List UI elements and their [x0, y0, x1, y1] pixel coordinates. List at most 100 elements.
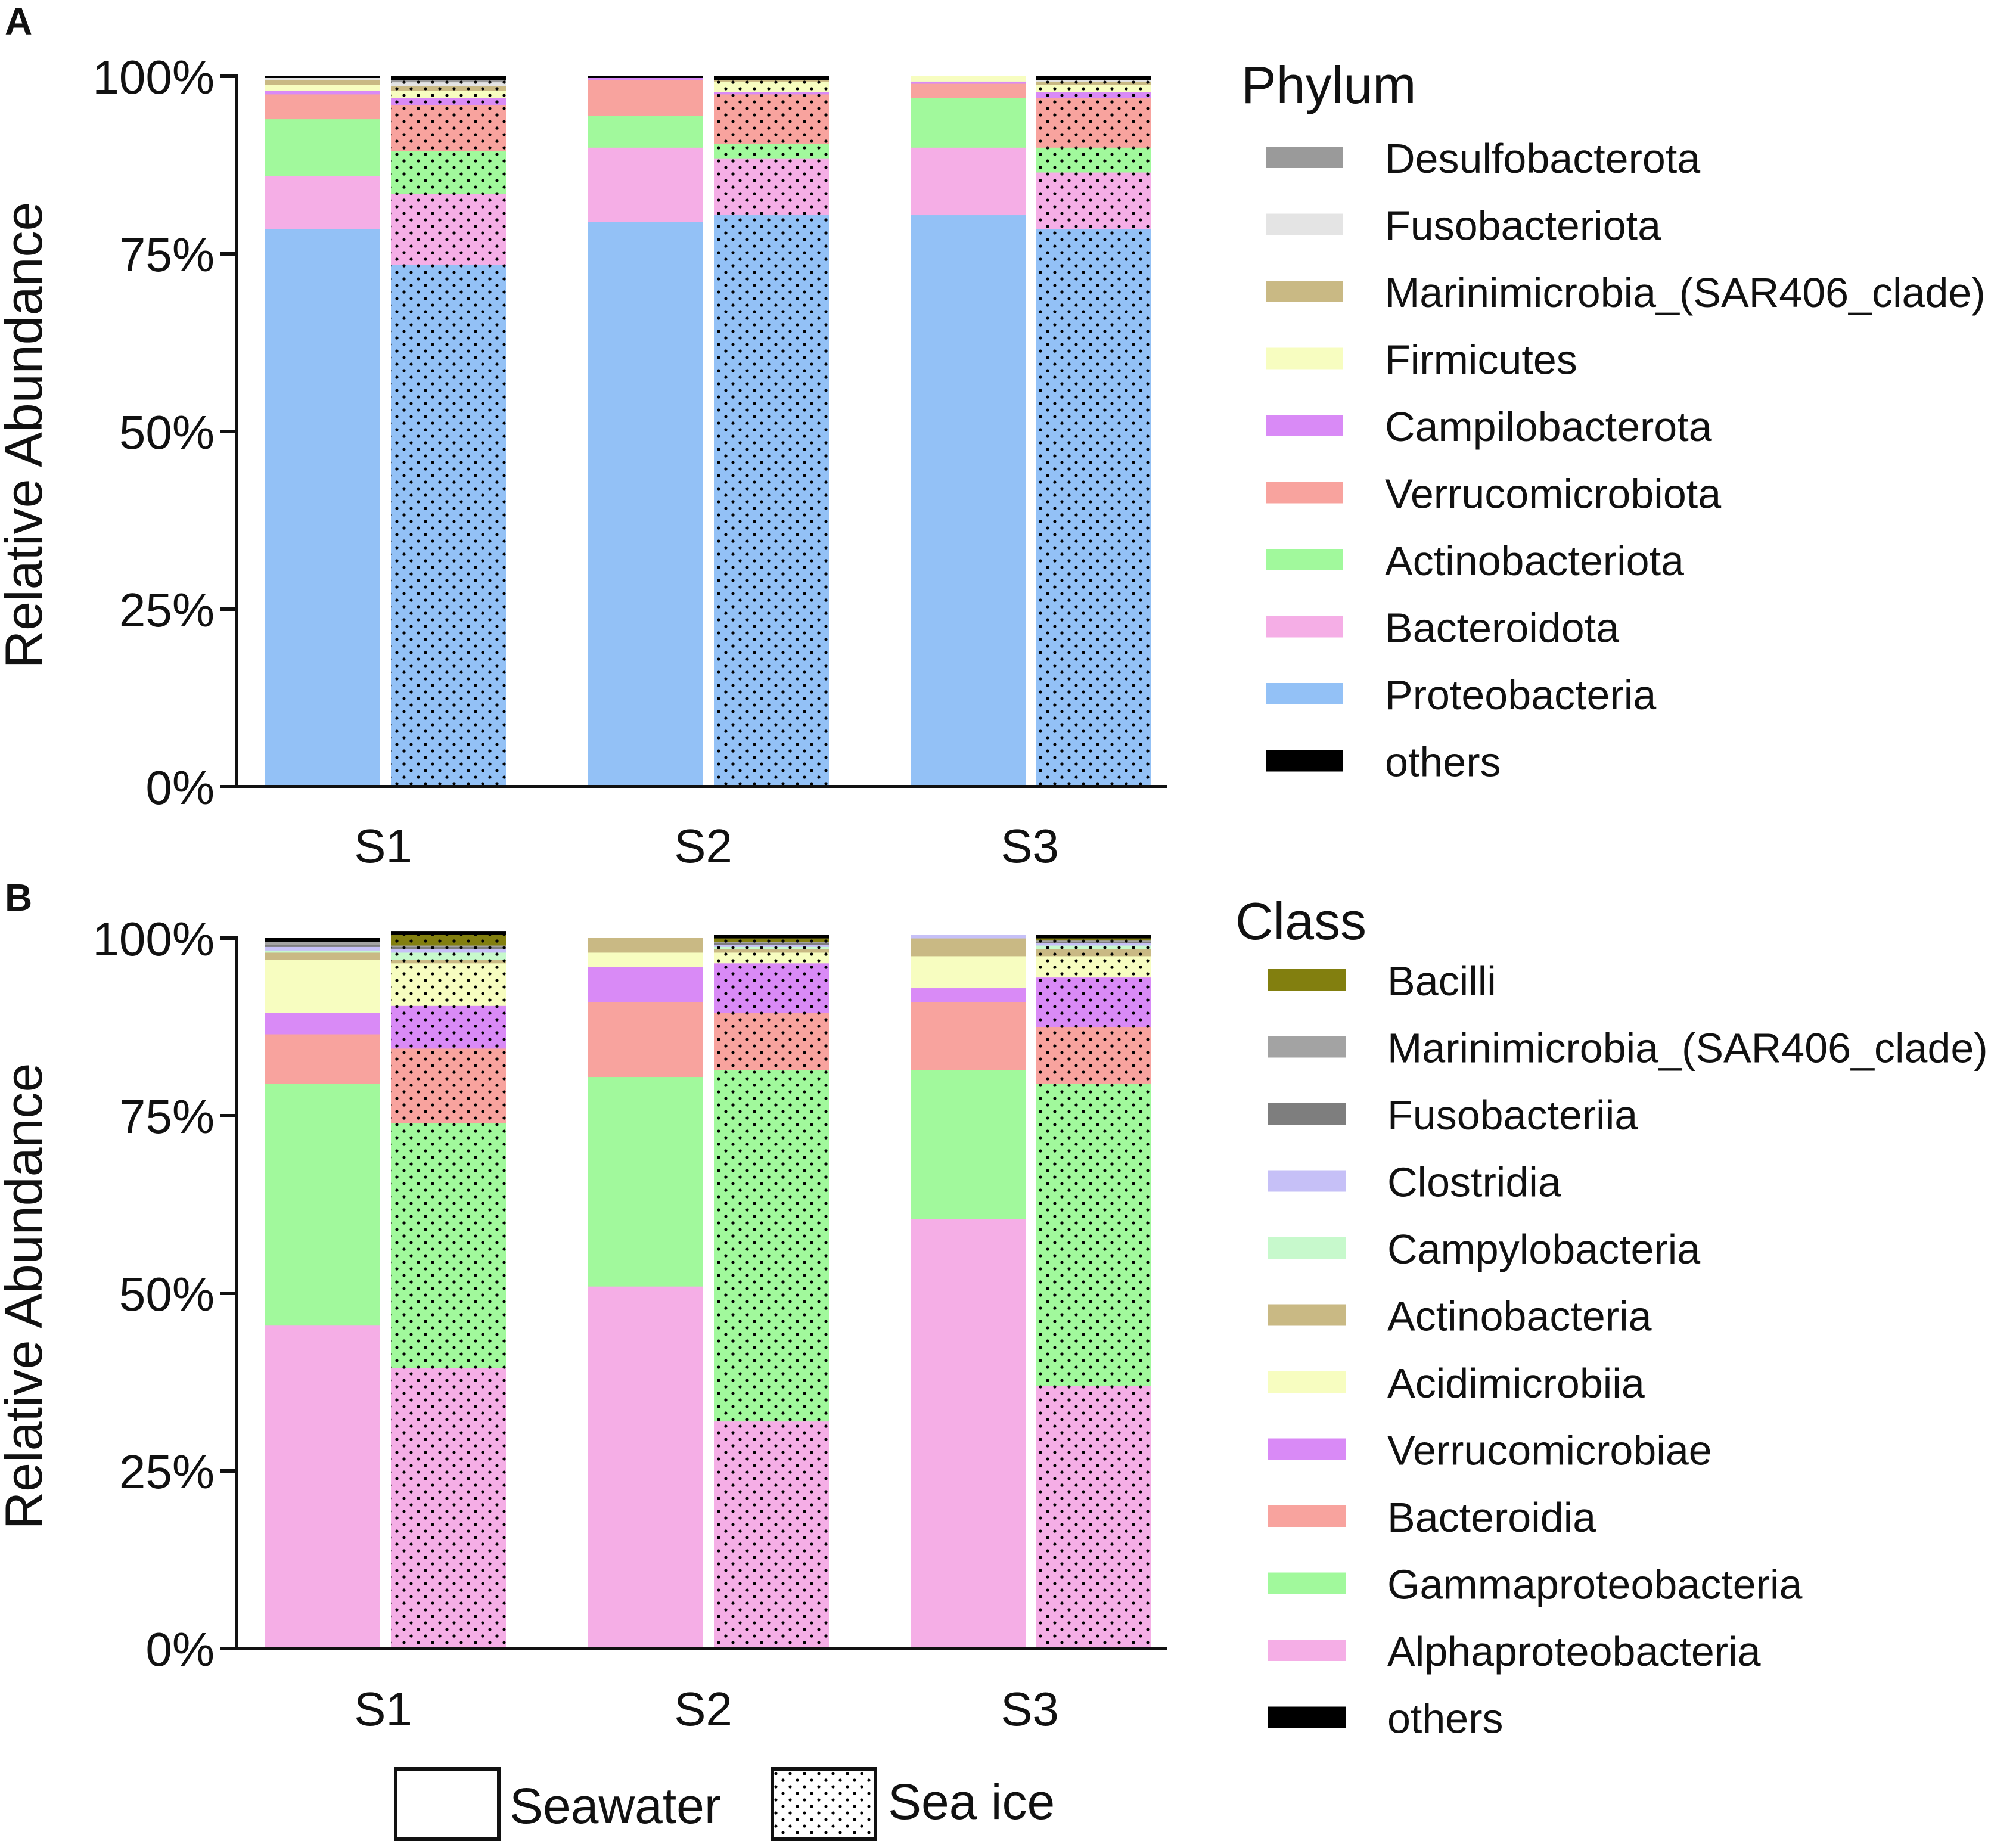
x-tick-label: S1 — [354, 819, 412, 873]
bar-segment-s1-seawater-proteobacteria — [265, 229, 380, 787]
bar-segment-pattern-s1-bacteroidota — [391, 193, 506, 265]
legend-swatch-alphaproteobacteria — [1268, 1640, 1346, 1661]
bar-segment-pattern-s1-desulfobacterota — [391, 79, 506, 83]
legend-swatch-gammaproteobacteria — [1268, 1572, 1346, 1594]
bar-segment-pattern-s3-clostridia — [1036, 943, 1151, 946]
bar-segment-pattern-s1-bacilli — [391, 935, 506, 946]
legend-label-alphaproteobacteria: Alphaproteobacteria — [1387, 1628, 1761, 1675]
bar-segment-pattern-s2-marinimicrobia-sar406-clade — [714, 79, 829, 82]
bar-segment-s1-seawater-marinimicrobia-sar406-clade — [265, 79, 380, 85]
bar-segment-pattern-s3-actinobacteriota — [1036, 147, 1151, 173]
panel-b-y-tick-marks — [220, 936, 237, 1650]
panel-a: A Relative Abundance 100% 75% 50% 25% 0%… — [0, 0, 1986, 873]
bar-segment-pattern-s3-gammaproteobacteria — [1036, 1084, 1151, 1386]
y-tick-label: 25% — [119, 583, 215, 637]
bar-segment-pattern-s3-campilobacterota — [1036, 92, 1151, 98]
legend-swatch-firmicutes — [1266, 347, 1343, 370]
bar-segment-s1-seawater-campilobacterota — [265, 90, 380, 95]
bar-segment-s2-seawater-alphaproteobacteria — [588, 1286, 703, 1649]
legend-label-campylobacteria: Campylobacteria — [1387, 1226, 1700, 1272]
legend-label-others: others — [1385, 739, 1501, 786]
bar-segment-pattern-s2-bacteroidia — [714, 1013, 829, 1070]
sea-ice-legend-label: Sea ice — [888, 1774, 1055, 1830]
panel-a-label: A — [5, 0, 32, 43]
bar-segment-pattern-s3-others — [1036, 76, 1151, 80]
legend-label-verrucomicrobiae: Verrucomicrobiae — [1387, 1427, 1712, 1474]
bar-segment-pattern-s2-acidimicrobiia — [714, 952, 829, 964]
bar-segment-pattern-s2-proteobacteria — [714, 215, 829, 787]
bar-segment-pattern-s3-alphaproteobacteria — [1036, 1385, 1151, 1649]
legend-label-gammaproteobacteria: Gammaproteobacteria — [1387, 1561, 1803, 1608]
bar-segment-s2-seawater-verrucomicrobiota — [588, 79, 703, 116]
bar-segment-s3-seawater-gammaproteobacteria — [911, 1069, 1026, 1219]
panel-b-bars — [265, 931, 1151, 1649]
legend-swatch-verrucomicrobiae — [1268, 1438, 1346, 1460]
sea-ice-swatch — [771, 1767, 877, 1841]
bar-segment-s1-seawater-verrucomicrobiae — [265, 1013, 380, 1035]
bar-segment-pattern-s1-others — [391, 76, 506, 80]
bar-segment-s3-seawater-actinobacteriota — [911, 97, 1026, 148]
legend-swatch-actinobacteria — [1268, 1304, 1346, 1326]
bar-segment-pattern-s2-actinobacteria — [714, 948, 829, 953]
bar-segment-pattern-s1-fusobacteriota — [391, 82, 506, 86]
bar-segment-s3-seawater-acidimicrobiia — [911, 955, 1026, 989]
bar-segment-pattern-s3-campylobacteria — [1036, 945, 1151, 949]
bar-segment-pattern-s1-marinimicrobia-sar406-clade — [391, 85, 506, 91]
x-tick-label: S3 — [1001, 819, 1059, 873]
bar-segment-pattern-s1-bacteroidia — [391, 1048, 506, 1123]
bar-segment-s1-seawater-bacteroidota — [265, 175, 380, 229]
bar-segment-s3-seawater-bacteroidota — [911, 147, 1026, 216]
bar-segment-s1-seawater-marinimicrobia-sar406-clade — [265, 941, 380, 945]
panel-b-y-axis-title: Relative Abundance — [0, 1063, 53, 1530]
bar-segment-pattern-s3-proteobacteria — [1036, 229, 1151, 787]
bar-segment-s2-seawater-actinobacteriota — [588, 115, 703, 148]
bar-segment-pattern-s3-fusobacteriia — [1036, 941, 1151, 943]
bar-segment-s1-seawater-firmicutes — [265, 85, 380, 91]
bar-segment-s1-seawater-clostridia — [265, 946, 380, 951]
bar-segment-s1-seawater-bacteroidia — [265, 1033, 380, 1084]
bar-segment-s3-seawater-proteobacteria — [911, 215, 1026, 787]
panel-a-x-ticks: S1 S2 S3 — [354, 819, 1059, 873]
panel-a-legend-title: Phylum — [1241, 55, 1416, 114]
bar-segment-s1-seawater-fusobacteriota — [265, 77, 380, 80]
panel-b-x-ticks: S1 S2 S3 — [354, 1682, 1059, 1736]
x-tick-label: S2 — [674, 819, 732, 873]
panel-a-y-tick-marks — [220, 74, 237, 788]
legend-swatch-actinobacteriota — [1266, 549, 1343, 570]
panel-b-label: B — [5, 876, 32, 919]
bar-segment-s2-seawater-bacteroidota — [588, 147, 703, 222]
legend-label-others: others — [1387, 1696, 1504, 1742]
y-tick-label: 75% — [119, 228, 215, 281]
bar-segment-pattern-s1-gammaproteobacteria — [391, 1122, 506, 1368]
panel-b-legend: Bacilli Marinimicrobia_(SAR406_clade) Fuso… — [1268, 958, 1988, 1742]
bar-segment-pattern-s2-campylobacteria — [714, 946, 829, 949]
bar-segment-pattern-s2-marinimicrobia-sar406-clade — [714, 941, 829, 943]
y-tick-label: 0% — [145, 1623, 215, 1676]
bar-segment-s1-seawater-fusobacteriia — [265, 944, 380, 947]
legend-label-firmicutes: Firmicutes — [1385, 337, 1577, 383]
bar-segment-s3-seawater-alphaproteobacteria — [911, 1218, 1026, 1649]
legend-swatch-proteobacteria — [1266, 683, 1343, 704]
legend-swatch-others — [1268, 1706, 1346, 1728]
legend-swatch-marinimicrobia-sar406-clade — [1266, 281, 1343, 302]
bar-segment-pattern-s2-clostridia — [714, 944, 829, 947]
bar-segment-s3-seawater-clostridia — [911, 935, 1026, 939]
bar-segment-pattern-s1-clostridia — [391, 948, 506, 953]
bar-segment-s2-seawater-actinobacteria — [588, 938, 703, 953]
bar-segment-s1-seawater-actinobacteriota — [265, 119, 380, 176]
bar-segment-pattern-s1-acidimicrobiia — [391, 963, 506, 1006]
x-tick-label: S3 — [1001, 1682, 1059, 1736]
bar-segment-pattern-s3-marinimicrobia-sar406-clade — [1036, 940, 1151, 942]
bar-segment-pattern-s3-acidimicrobiia — [1036, 955, 1151, 978]
legend-label-actinobacteria: Actinobacteria — [1387, 1293, 1652, 1340]
legend-swatch-others — [1266, 750, 1343, 772]
bar-segment-s3-seawater-actinobacteria — [911, 938, 1026, 957]
bar-segment-pattern-s2-others — [714, 935, 829, 939]
y-tick-label: 50% — [119, 406, 215, 459]
legend-label-verrucomicrobiota: Verrucomicrobiota — [1385, 471, 1721, 517]
legend-swatch-fusobacteriota — [1266, 213, 1343, 235]
legend-swatch-bacteroidia — [1268, 1505, 1346, 1527]
bar-segment-s3-seawater-bacteroidia — [911, 1002, 1026, 1070]
legend-label-proteobacteria: Proteobacteria — [1385, 672, 1656, 718]
